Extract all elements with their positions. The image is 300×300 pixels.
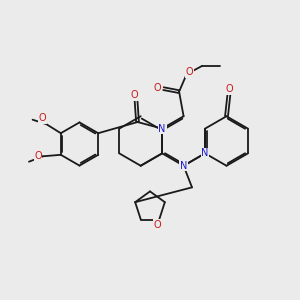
Text: O: O — [39, 113, 46, 123]
Text: O: O — [225, 84, 233, 94]
Text: N: N — [201, 148, 209, 158]
Text: O: O — [34, 151, 42, 161]
Text: O: O — [153, 83, 161, 93]
Text: N: N — [158, 124, 166, 134]
Text: O: O — [131, 90, 138, 100]
Text: O: O — [154, 220, 161, 230]
Text: N: N — [180, 161, 187, 171]
Text: O: O — [186, 67, 194, 77]
